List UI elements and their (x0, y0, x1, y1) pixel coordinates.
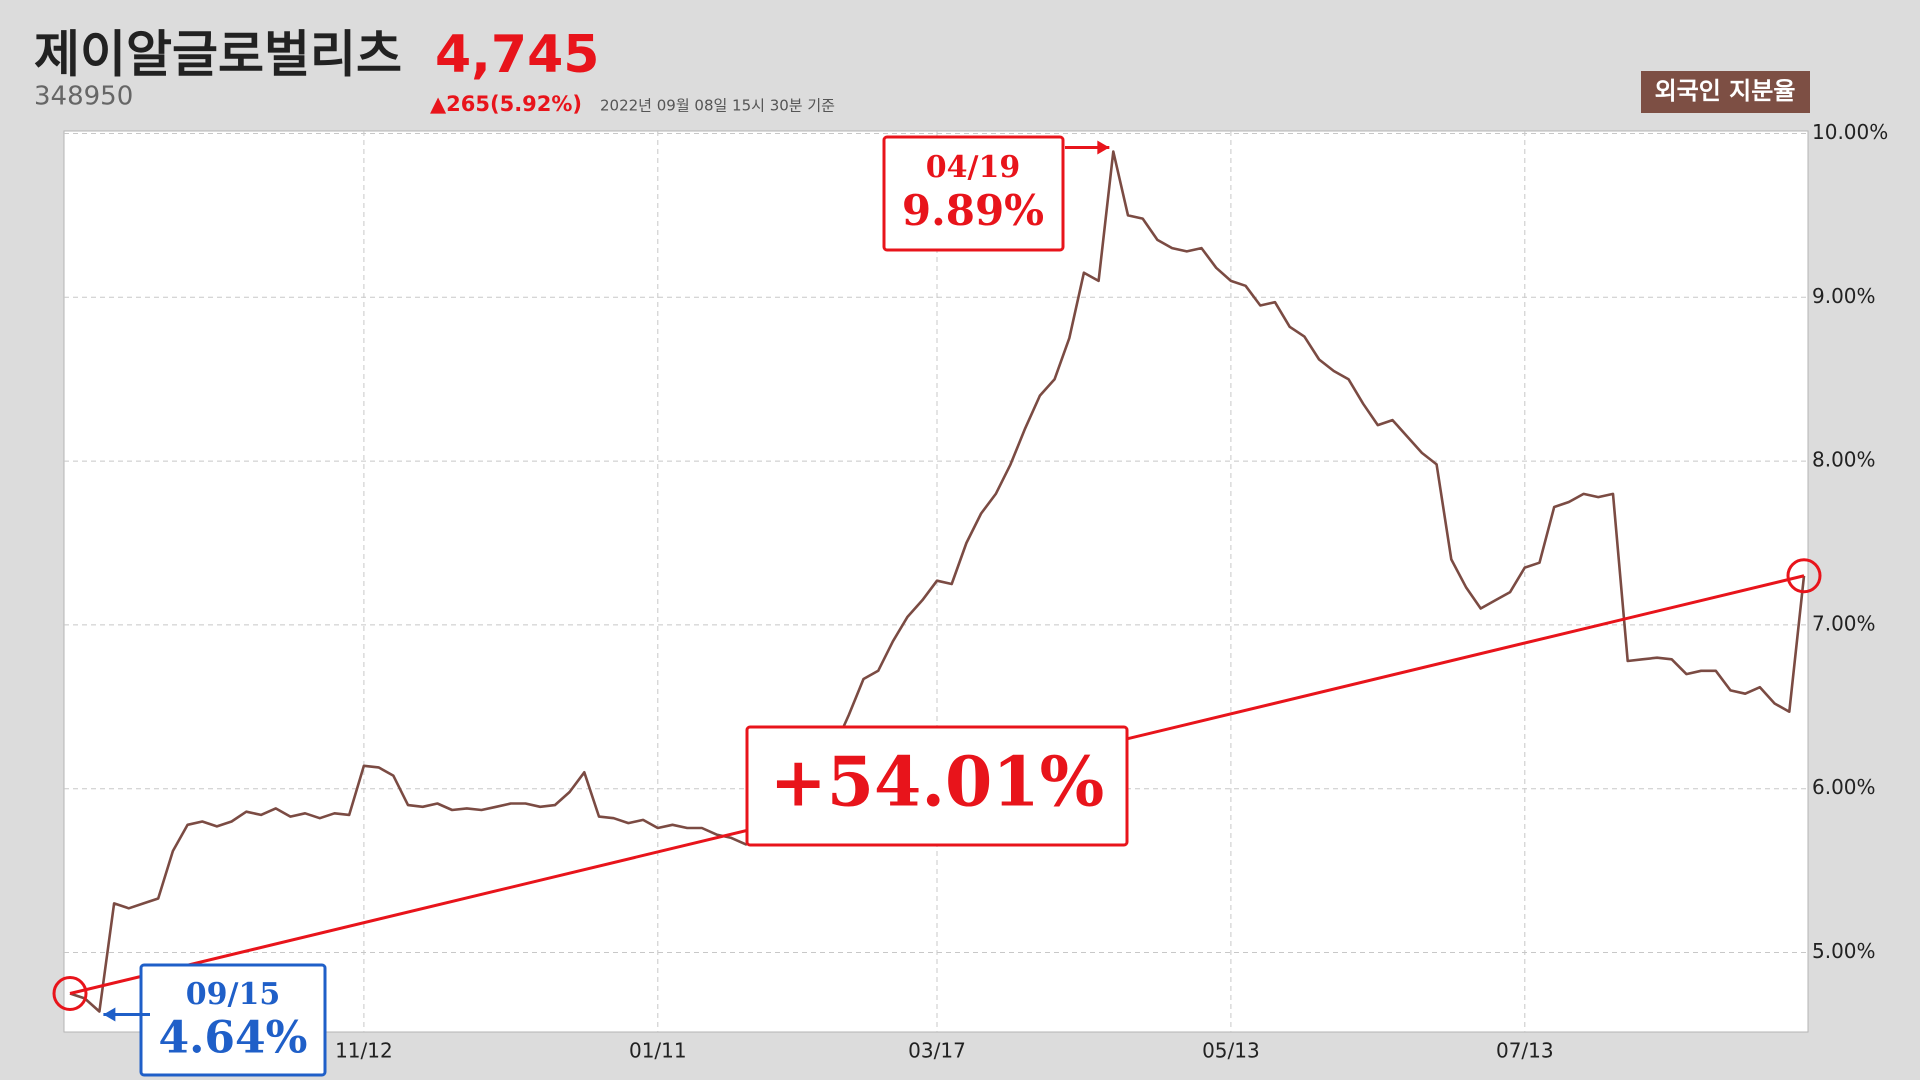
y-tick-label: 10.00% (1812, 120, 1888, 144)
timestamp: 2022년 09월 08일 15시 30분 기준 (600, 97, 835, 115)
y-tick-label: 9.00% (1812, 284, 1876, 308)
price-change: ▲265(5.92%) (430, 92, 582, 116)
series-line (69, 150, 1806, 1013)
series-badge: 외국인 지분율 (1655, 77, 1796, 105)
stock-name: 제이알글로벌리츠 (34, 26, 402, 84)
start-box (139, 963, 327, 1077)
start-date: 09/15 (186, 977, 280, 1012)
x-tick-label: 01/11 (629, 1039, 687, 1063)
peak-box (882, 135, 1065, 252)
x-tick-label: 11/12 (335, 1039, 393, 1063)
stock-price: 4,745 (435, 25, 599, 85)
peak-arrow-head (1097, 140, 1110, 155)
start-arrow-head (103, 1007, 116, 1022)
y-tick-label: 6.00% (1812, 775, 1876, 799)
x-tick-label: 05/13 (1202, 1039, 1260, 1063)
endpoint-circle (1786, 558, 1822, 594)
y-tick-label: 7.00% (1812, 611, 1876, 635)
y-tick-label: 8.00% (1812, 448, 1876, 472)
peak-value: 9.89% (902, 186, 1044, 235)
stock-code: 348950 (34, 82, 133, 112)
badge-bg (1641, 71, 1810, 113)
y-tick-label: 5.00% (1812, 939, 1876, 963)
endpoint-circle (52, 976, 88, 1012)
change-box (745, 725, 1129, 847)
peak-date: 04/19 (926, 150, 1020, 185)
start-value: 4.64% (159, 1013, 308, 1064)
x-tick-label: 07/13 (1496, 1039, 1554, 1063)
change-label: +54.01% (770, 743, 1105, 823)
x-tick-label: 03/17 (908, 1039, 966, 1063)
